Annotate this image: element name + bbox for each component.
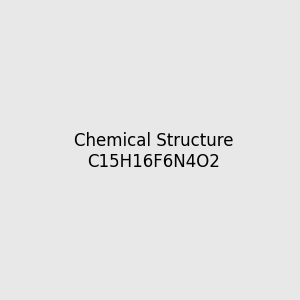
Text: Chemical Structure
C15H16F6N4O2: Chemical Structure C15H16F6N4O2 xyxy=(74,132,233,171)
